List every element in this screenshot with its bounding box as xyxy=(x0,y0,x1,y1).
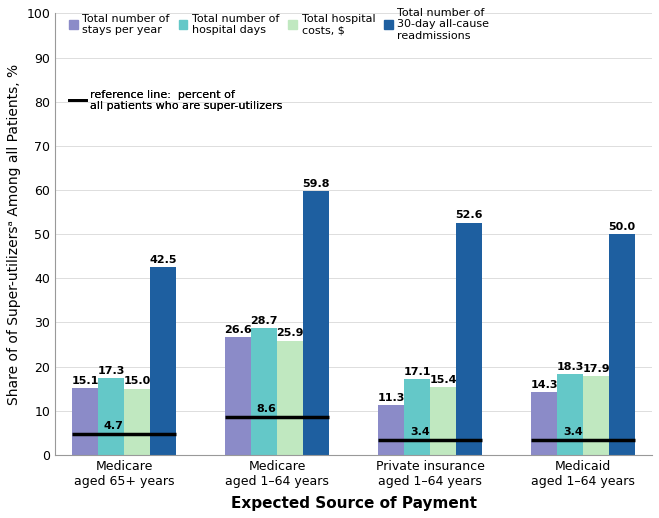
Text: 52.6: 52.6 xyxy=(455,210,483,221)
Bar xyxy=(98,379,124,455)
Text: 4.7: 4.7 xyxy=(103,422,124,431)
Bar xyxy=(557,374,583,455)
Text: 50.0: 50.0 xyxy=(609,222,636,232)
Bar xyxy=(150,267,176,455)
Bar xyxy=(430,387,456,455)
Bar xyxy=(609,234,635,455)
Text: 15.1: 15.1 xyxy=(71,376,99,386)
Text: 26.6: 26.6 xyxy=(224,325,252,335)
Bar xyxy=(72,388,98,455)
Text: 15.0: 15.0 xyxy=(123,377,151,386)
Text: 3.4: 3.4 xyxy=(563,427,583,437)
Text: 42.5: 42.5 xyxy=(150,255,177,265)
Bar xyxy=(583,376,609,455)
Text: 25.9: 25.9 xyxy=(276,328,304,338)
Bar xyxy=(277,340,303,455)
Legend: reference line:  percent of
all patients who are super-utilizers: reference line: percent of all patients … xyxy=(67,88,285,113)
Bar xyxy=(456,223,482,455)
Text: 15.4: 15.4 xyxy=(430,375,457,385)
Bar xyxy=(124,388,150,455)
Bar xyxy=(531,392,557,455)
Text: 59.8: 59.8 xyxy=(302,179,330,189)
Text: 8.6: 8.6 xyxy=(257,404,277,414)
Text: 17.3: 17.3 xyxy=(98,366,125,376)
Text: 11.3: 11.3 xyxy=(378,393,405,403)
Text: 3.4: 3.4 xyxy=(410,427,430,437)
Y-axis label: Share of of Super-utilizersᵃ Among all Patients, %: Share of of Super-utilizersᵃ Among all P… xyxy=(7,64,21,405)
Bar xyxy=(225,337,251,455)
X-axis label: Expected Source of Payment: Expected Source of Payment xyxy=(231,496,476,511)
Bar xyxy=(378,405,404,455)
Text: 17.9: 17.9 xyxy=(583,364,610,373)
Text: 18.3: 18.3 xyxy=(556,362,584,372)
Bar xyxy=(303,191,329,455)
Bar xyxy=(251,328,277,455)
Bar xyxy=(404,379,430,455)
Text: 28.7: 28.7 xyxy=(250,316,278,326)
Text: 17.1: 17.1 xyxy=(403,367,431,377)
Text: 14.3: 14.3 xyxy=(530,380,558,390)
